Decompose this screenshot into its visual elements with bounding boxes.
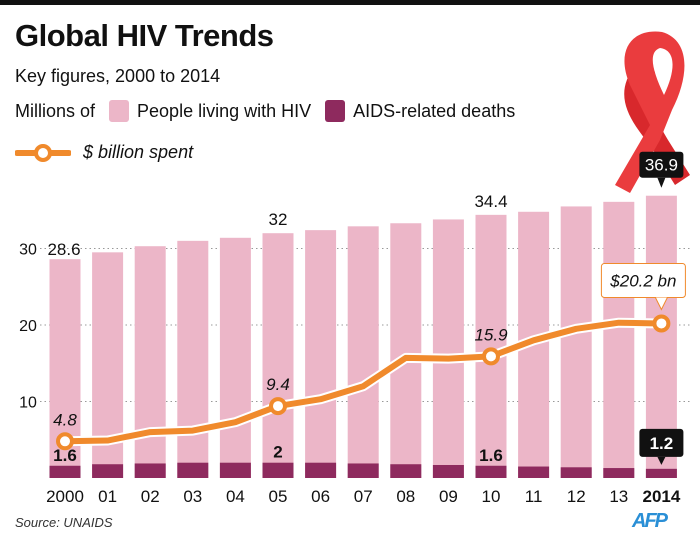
bar-deaths xyxy=(390,464,422,478)
legend-prefix: Millions of xyxy=(15,100,96,121)
label-living: 34.4 xyxy=(474,192,507,211)
bar-deaths xyxy=(518,466,550,478)
x-tick-label: 12 xyxy=(567,487,586,506)
x-tick-label: 05 xyxy=(269,487,288,506)
label-spent: 4.8 xyxy=(53,410,77,429)
label-pointer xyxy=(657,456,666,465)
x-tick-label: 09 xyxy=(439,487,458,506)
legend-line: $ billion spent xyxy=(15,142,193,163)
label-box xyxy=(600,262,686,298)
x-tick-label: 11 xyxy=(525,487,543,506)
x-tick-label: 02 xyxy=(141,487,160,506)
spent-point xyxy=(482,347,500,366)
bar-living xyxy=(219,237,251,478)
bar-deaths xyxy=(92,464,124,478)
x-tick-label: 06 xyxy=(311,487,330,506)
bar-deaths xyxy=(177,462,209,478)
bar-living xyxy=(177,240,209,478)
bar-living xyxy=(560,206,592,479)
label-living: 32 xyxy=(269,210,288,229)
bar-deaths xyxy=(560,467,592,478)
bar-deaths xyxy=(432,464,464,478)
legend-swatch-deaths xyxy=(325,100,346,122)
x-tick-label: 07 xyxy=(354,487,373,506)
y-tick-label: 10 xyxy=(19,395,37,412)
x-tick-label: 10 xyxy=(482,487,501,506)
label-living: 28.6 xyxy=(47,240,80,259)
bar-living xyxy=(262,233,294,478)
label-spent: 9.4 xyxy=(266,375,290,394)
spent-point xyxy=(269,397,287,416)
bar-deaths xyxy=(347,463,379,478)
bar-deaths xyxy=(134,463,166,478)
legend-label-spent: $ billion spent xyxy=(83,142,194,162)
bar-deaths xyxy=(219,462,251,478)
bar-deaths xyxy=(645,468,677,478)
spent-point xyxy=(652,314,671,333)
x-tick-label: 03 xyxy=(183,487,202,506)
y-tick-label: 30 xyxy=(19,242,37,259)
bar-living xyxy=(347,226,379,478)
label-deaths: 1.6 xyxy=(479,446,503,465)
bar-deaths xyxy=(475,465,507,478)
label-spent: 15.9 xyxy=(474,325,508,344)
y-tick-label: 20 xyxy=(19,318,37,335)
source-note: Source: UNAIDS xyxy=(15,515,113,530)
bar-living xyxy=(603,201,635,478)
bar-living xyxy=(475,214,507,478)
x-tick-label: 2014 xyxy=(642,487,680,506)
bar-deaths xyxy=(262,462,294,478)
chart-title: Global HIV Trends xyxy=(15,18,274,53)
label-living: 36.9 xyxy=(645,156,678,175)
x-tick-label: 13 xyxy=(609,487,628,506)
label-pointer xyxy=(654,297,668,311)
label-deaths: 1.6 xyxy=(53,446,77,465)
legend-swatch-living xyxy=(109,100,130,122)
label-deaths: 2 xyxy=(273,443,282,462)
x-tick-label: 2000 xyxy=(46,487,84,506)
label-pointer xyxy=(657,177,666,188)
spent-point xyxy=(56,432,74,451)
label-box xyxy=(639,151,684,178)
label-box xyxy=(639,428,684,457)
bar-living xyxy=(134,246,166,478)
chart-subtitle: Key figures, 2000 to 2014 xyxy=(15,66,221,86)
x-tick-label: 01 xyxy=(98,487,117,506)
bar-living xyxy=(305,230,337,478)
x-tick-label: 08 xyxy=(396,487,415,506)
label-spent: $20.2 bn xyxy=(609,271,676,290)
bar-deaths xyxy=(305,462,337,478)
legend-label-living: People living with HIV xyxy=(137,100,312,121)
bar-living xyxy=(390,223,422,478)
bar-deaths xyxy=(49,465,81,478)
label-deaths: 1.2 xyxy=(650,434,674,453)
legend: Millions of People living with HIV AIDS-… xyxy=(15,100,515,122)
line-marker-icon xyxy=(15,143,71,162)
legend-label-deaths: AIDS-related deaths xyxy=(353,100,516,121)
bar-deaths xyxy=(603,468,635,478)
bar-living xyxy=(432,219,464,478)
top-bar xyxy=(0,0,700,5)
x-tick-label: 04 xyxy=(226,487,245,506)
afp-logo: AFP xyxy=(632,510,668,532)
spent-line xyxy=(64,319,662,445)
